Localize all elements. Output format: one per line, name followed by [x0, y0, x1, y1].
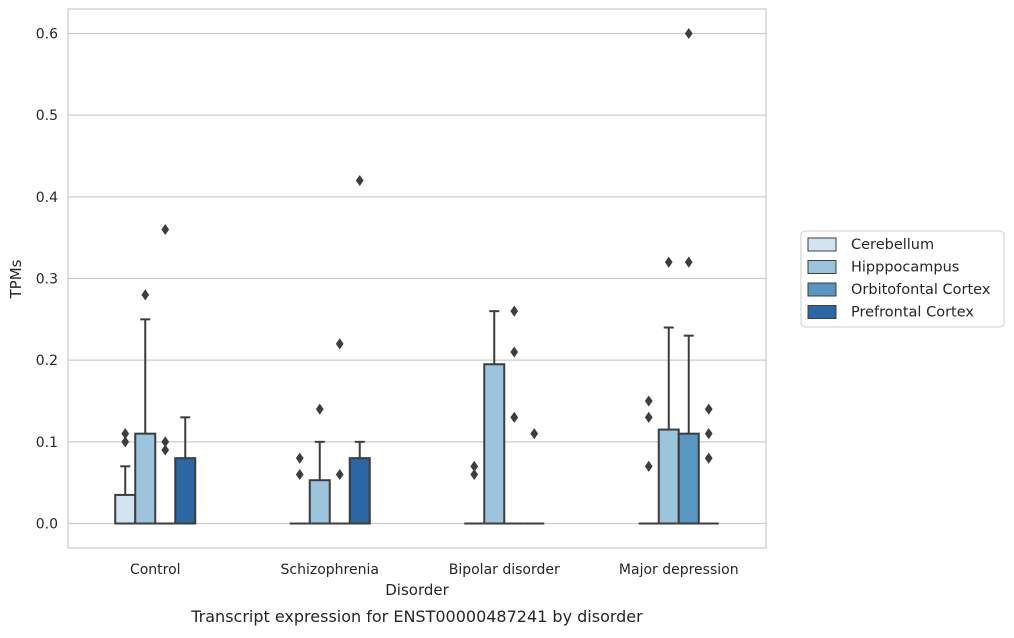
outlier-point	[644, 395, 653, 407]
box-iqr	[657, 428, 680, 525]
box-item	[677, 27, 700, 525]
y-tick-label: 0.0	[36, 517, 58, 533]
outlier-point	[121, 436, 130, 448]
outlier-point	[161, 444, 170, 456]
box-item	[464, 460, 485, 525]
legend-label: Orbitofontal Cortex	[851, 282, 991, 298]
outlier-point	[295, 468, 304, 481]
box-iqr	[174, 457, 197, 525]
box-iqr	[308, 479, 331, 525]
box-item	[114, 428, 137, 525]
outlier-point	[295, 452, 304, 464]
outlier-point	[335, 338, 344, 350]
box-series	[114, 27, 719, 525]
x-tick-labels: Control Schizophrenia Bipolar disorder Majo…	[130, 562, 739, 578]
outlier-point	[644, 411, 653, 423]
legend-label: Hipppocampus	[851, 260, 959, 276]
y-tick-label: 0.5	[36, 108, 58, 124]
outlier-point	[684, 256, 693, 268]
outlier-point	[141, 289, 150, 301]
outlier-point	[470, 468, 479, 481]
outlier-point	[664, 256, 673, 268]
chart-caption: Transcript expression for ENST0000048724…	[190, 607, 643, 626]
outlier-point	[510, 346, 519, 358]
y-tick-label: 0.2	[36, 353, 58, 369]
box-item	[638, 395, 659, 525]
box-item	[174, 416, 197, 525]
box-item	[504, 305, 525, 525]
outlier-point	[510, 305, 519, 317]
legend-frame	[800, 230, 1005, 328]
legend: Cerebellum Hipppocampus Orbitofontal Corte…	[800, 230, 1005, 328]
x-tick-label: Bipolar disorder	[449, 562, 560, 578]
box-iqr	[134, 432, 157, 525]
box-item	[698, 403, 719, 525]
x-axis-label: Disorder	[385, 581, 449, 599]
box-iqr	[348, 457, 371, 525]
outlier-point	[161, 436, 170, 448]
outlier-point	[684, 27, 693, 40]
outlier-point	[644, 460, 653, 472]
outlier-point	[355, 174, 364, 187]
outlier-point	[704, 452, 713, 464]
legend-swatch	[807, 237, 837, 252]
legend-label: Prefrontal Cortex	[851, 305, 974, 321]
series-cerebellum	[114, 395, 659, 525]
outlier-point	[510, 411, 519, 423]
series-orbitofontal-cortex	[155, 27, 700, 525]
x-tick-label: Control	[130, 562, 181, 578]
outlier-point	[161, 223, 170, 236]
box-item	[289, 452, 310, 525]
box-item	[657, 256, 680, 525]
y-tick-label: 0.3	[36, 272, 58, 288]
y-axis-label: TPMs	[7, 259, 25, 299]
outlier-point	[315, 403, 324, 415]
series-hipppocampus	[134, 256, 680, 525]
outlier-point	[121, 428, 130, 440]
outlier-point	[470, 460, 479, 472]
y-tick-label: 0.6	[36, 27, 58, 43]
legend-swatch	[807, 282, 837, 297]
x-tick-label: Schizophrenia	[281, 562, 379, 578]
legend-swatch	[807, 260, 837, 274]
box-item	[329, 338, 350, 525]
legend-swatch	[807, 305, 837, 319]
box-iqr	[483, 363, 506, 525]
box-item	[308, 403, 331, 525]
box-item	[155, 223, 176, 525]
legend-label: Cerebellum	[851, 237, 934, 253]
series-prefrontal-cortex	[174, 174, 719, 525]
box-item	[348, 174, 371, 525]
y-tick-labels: 0.0 0.1 0.2 0.3 0.4 0.5 0.6	[36, 27, 58, 533]
outlier-point	[704, 428, 713, 440]
outlier-point	[704, 403, 713, 415]
box-item	[483, 310, 506, 525]
box-item	[134, 289, 157, 525]
y-tick-label: 0.1	[36, 435, 58, 451]
y-tick-label: 0.4	[36, 190, 58, 206]
outlier-point	[530, 428, 539, 440]
outlier-point	[335, 468, 344, 481]
x-tick-label: Major depression	[619, 562, 739, 578]
box-iqr	[677, 432, 700, 525]
plot-frame	[67, 8, 767, 549]
box-item	[524, 428, 545, 525]
box-iqr	[114, 493, 137, 525]
